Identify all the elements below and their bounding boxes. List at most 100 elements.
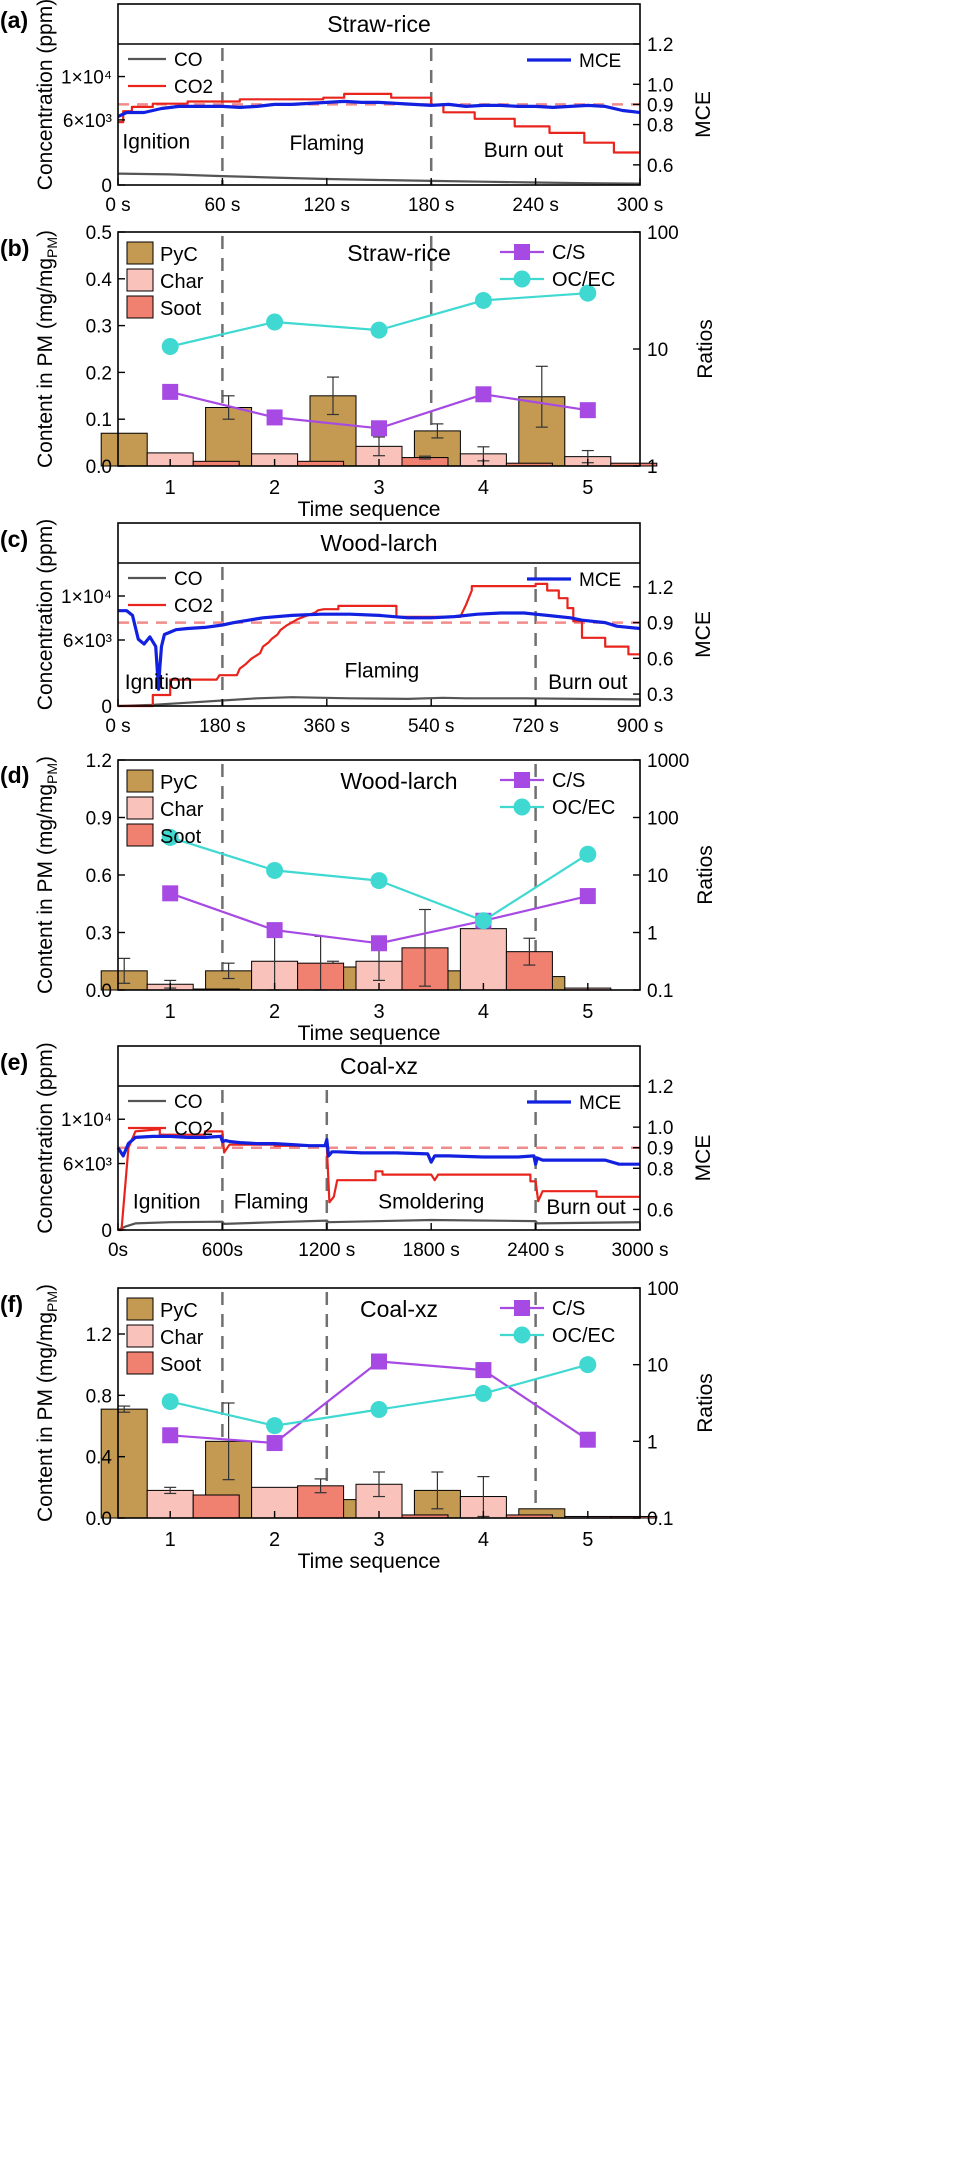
series-line-mce — [117, 99, 641, 118]
marker-cs — [266, 1435, 283, 1452]
y-tick-label: 0.0 — [86, 1509, 112, 1530]
y-tick-label: 0.8 — [86, 1386, 112, 1407]
x-tick-label: 0s — [108, 1240, 128, 1261]
legend-swatch-pyc — [126, 1297, 154, 1321]
marker-ocec — [370, 1401, 388, 1419]
bar-soot — [192, 1494, 240, 1519]
x-tick-label: 540 s — [408, 716, 454, 737]
legend-label-char: Char — [160, 1327, 204, 1349]
legend-marker-cs — [514, 772, 530, 788]
x-tick-label: 120 s — [304, 195, 350, 216]
legend-label-mce: MCE — [579, 570, 621, 591]
x-axis-label: Time sequence — [298, 1550, 441, 1573]
y2-tick-label: 0.1 — [647, 1509, 673, 1530]
panel-label: (e) — [0, 1049, 28, 1075]
x-tick-label: 5 — [582, 1529, 593, 1551]
marker-cs — [579, 1431, 596, 1448]
legend-swatch-soot — [126, 295, 154, 319]
y-tick-label: 1×10⁴ — [61, 587, 112, 608]
x-tick-label: 900 s — [617, 716, 663, 737]
x-tick-label: 240 s — [512, 195, 558, 216]
chart-title: Wood-larch — [320, 530, 437, 556]
marker-cs — [579, 888, 596, 905]
y-tick-label: 0.0 — [86, 457, 112, 478]
x-axis-label: Time sequence — [298, 498, 441, 521]
x-tick-label: 2400 s — [507, 1240, 564, 1261]
marker-cs — [475, 386, 492, 403]
legend-label-co: CO — [174, 569, 203, 590]
y2-tick-label: 10 — [647, 866, 668, 887]
plot-frame — [117, 522, 641, 707]
x-tick-label: 0 s — [105, 716, 130, 737]
x-tick-label: 180 s — [199, 716, 245, 737]
y2-tick-label: 0.8 — [647, 1159, 673, 1180]
x-tick-label: 3000 s — [611, 1240, 668, 1261]
y2-axis-label: MCE — [692, 1135, 715, 1182]
y2-tick-label: 1 — [647, 924, 658, 945]
chart-title: Coal-xz — [340, 1053, 418, 1079]
y-tick-label: 0.1 — [86, 410, 112, 431]
chart-title: Wood-larch — [340, 768, 457, 794]
legend-swatch-pyc — [126, 241, 154, 265]
y-tick-label: 0.4 — [86, 1448, 113, 1469]
legend-swatch-soot — [126, 1351, 154, 1375]
bar-pyc — [100, 432, 148, 467]
y-tick-label: 0.6 — [86, 866, 112, 887]
panel-a: (a) Straw-rice Ignition Flaming Burn out 0 s 6… — [0, 0, 715, 216]
y2-tick-label: 0.9 — [647, 95, 673, 116]
y2-axis-label: Ratios — [694, 845, 717, 905]
plot-frame — [117, 231, 641, 467]
series-line-co — [117, 696, 641, 708]
x-tick-label: 1200 s — [298, 1240, 355, 1261]
panel-e: (e) Coal-xz Ignition Flaming Smoldering Burn … — [0, 1042, 715, 1261]
legend-label-co2: CO2 — [174, 77, 213, 98]
x-tick-label: 0 s — [105, 195, 130, 216]
phase-label: Burn out — [546, 1196, 626, 1219]
legend-label-co: CO — [174, 50, 203, 71]
marker-ocec — [266, 1417, 284, 1435]
y-tick-label: 1.2 — [86, 751, 112, 772]
x-tick-label: 1 — [165, 1001, 176, 1023]
marker-cs — [162, 1427, 179, 1444]
phase-label: Flaming — [345, 659, 420, 682]
y2-axis-label: Ratios — [694, 319, 717, 379]
phase-label: Flaming — [289, 132, 364, 155]
legend-marker-ocec — [513, 270, 531, 288]
panel-label: (d) — [0, 762, 29, 788]
y-tick-label: 0 — [101, 1221, 112, 1242]
legend-label-pyc: PyC — [160, 772, 198, 794]
phase-label: Ignition — [133, 1190, 201, 1213]
panel-label: (f) — [0, 1291, 23, 1317]
y-tick-label: 0.5 — [86, 223, 112, 244]
marker-cs — [371, 1353, 387, 1370]
marker-ocec — [161, 338, 179, 356]
legend-label-char: Char — [160, 799, 204, 821]
legend-marker-cs — [514, 1300, 530, 1316]
plot-frame — [117, 1287, 641, 1519]
y-axis-label: Content in PM (mg/mgPM) — [34, 230, 60, 468]
legend-label-pyc: PyC — [160, 1300, 198, 1322]
phase-label: Burn out — [548, 671, 628, 694]
panel-label: (b) — [0, 235, 29, 261]
y-tick-label: 0 — [101, 697, 112, 718]
x-tick-label: 3 — [373, 477, 384, 499]
x-tick-label: 5 — [582, 1001, 593, 1023]
y2-tick-label: 10 — [647, 1356, 668, 1377]
phase-label: Burn out — [484, 139, 564, 162]
panel-b: (b) Straw-rice 1 2 3 4 5 Time sequence 0.0 0.1 0.2… — [0, 223, 717, 521]
y-axis-label: Concentration (ppm) — [34, 0, 57, 190]
legend-label-co2: CO2 — [174, 596, 213, 617]
y-tick-label: 0.4 — [86, 270, 113, 291]
y-tick-label: 6×10³ — [63, 631, 112, 652]
series-line-co — [117, 1218, 641, 1231]
bar-char — [459, 928, 507, 991]
legend-label-co: CO — [174, 1092, 203, 1113]
y2-tick-label: 1.2 — [647, 35, 673, 56]
legend-swatch-pyc — [126, 769, 154, 793]
marker-ocec — [579, 284, 597, 302]
y2-axis-label: MCE — [692, 611, 715, 658]
phase-label: Ignition — [125, 671, 193, 694]
phase-label: Flaming — [234, 1190, 309, 1213]
marker-cs — [162, 383, 179, 400]
y2-tick-label: 0.9 — [647, 1139, 673, 1160]
